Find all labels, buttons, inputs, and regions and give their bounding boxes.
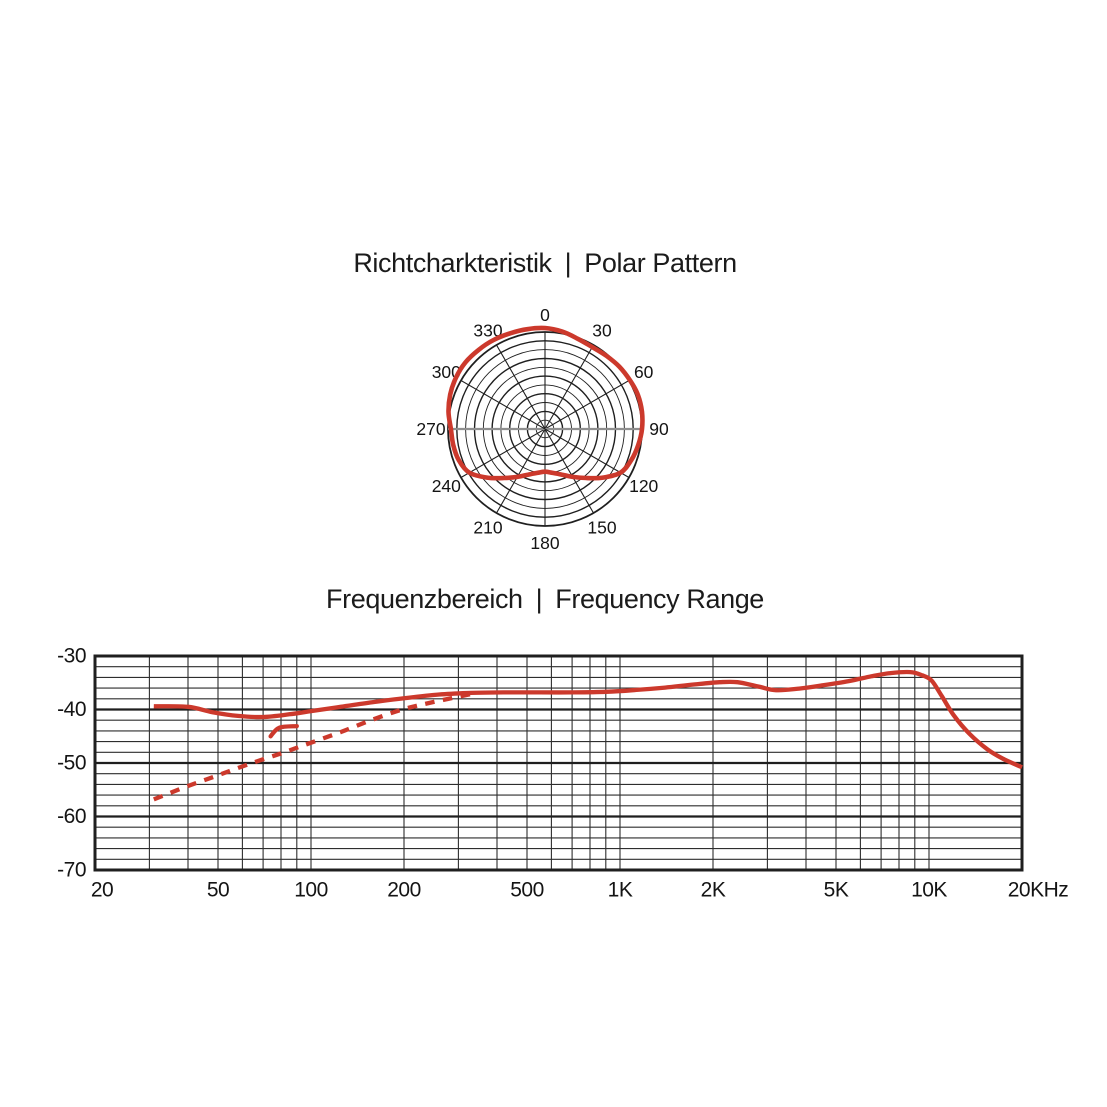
freq-x-tick-label: 2K bbox=[701, 879, 726, 902]
freq-y-axis-labels: -30 -40 -50 -60 -70 bbox=[57, 645, 86, 882]
freq-x-tick-label: 100 bbox=[294, 879, 328, 902]
freq-x-tick-label: 50 bbox=[207, 879, 229, 902]
polar-angle-label: 210 bbox=[473, 518, 502, 538]
low-frequency-rolloff-curve bbox=[153, 691, 472, 802]
freq-title-en: Frequency Range bbox=[555, 584, 764, 614]
freq-x-tick-label: 10K bbox=[911, 879, 947, 902]
rolloff-hook-curve bbox=[268, 723, 299, 739]
title-separator: | bbox=[564, 248, 572, 278]
polar-angle-label: 0 bbox=[540, 305, 550, 325]
freq-x-axis-labels: 20 50 100 200 500 1K 2K 5K 10K 20KHz bbox=[91, 879, 1069, 902]
polar-angle-label: 150 bbox=[587, 518, 616, 538]
freq-x-tick-label: 20 bbox=[91, 879, 113, 902]
polar-section-title: Richtcharkteristik | Polar Pattern bbox=[0, 248, 1090, 279]
freq-x-tick-label: 5K bbox=[824, 879, 849, 902]
freq-y-tick-label: -40 bbox=[57, 698, 86, 721]
freq-section-title: Frequenzbereich | Frequency Range bbox=[0, 584, 1090, 615]
polar-angle-label: 270 bbox=[416, 419, 445, 439]
freq-y-tick-label: -50 bbox=[57, 752, 86, 775]
on-axis-response-curve bbox=[153, 669, 1023, 770]
freq-x-tick-label: 1K bbox=[608, 879, 633, 902]
title-separator: | bbox=[535, 584, 543, 614]
freq-x-tick-label: 200 bbox=[387, 879, 421, 902]
polar-title-de: Richtcharkteristik bbox=[353, 248, 552, 278]
polar-angle-label: 60 bbox=[634, 362, 654, 382]
freq-y-tick-label: -70 bbox=[57, 859, 86, 882]
freq-y-tick-label: -30 bbox=[57, 645, 86, 668]
polar-angle-label: 180 bbox=[530, 533, 559, 553]
freq-x-tick-label: 20KHz bbox=[1008, 879, 1069, 902]
freq-x-tick-label: 500 bbox=[510, 879, 544, 902]
polar-response-curve bbox=[446, 325, 645, 481]
polar-title-en: Polar Pattern bbox=[584, 248, 737, 278]
freq-y-tick-label: -60 bbox=[57, 805, 86, 828]
freq-grid bbox=[94, 654, 1023, 872]
polar-angle-label: 90 bbox=[649, 419, 669, 439]
polar-spoke bbox=[496, 344, 594, 514]
freq-plot-border bbox=[93, 654, 1024, 872]
polar-angle-label: 120 bbox=[629, 476, 658, 496]
polar-angle-label: 240 bbox=[432, 476, 461, 496]
polar-angle-label: 30 bbox=[592, 320, 612, 340]
polar-angle-label: 330 bbox=[473, 320, 502, 340]
freq-title-de: Frequenzbereich bbox=[326, 584, 523, 614]
